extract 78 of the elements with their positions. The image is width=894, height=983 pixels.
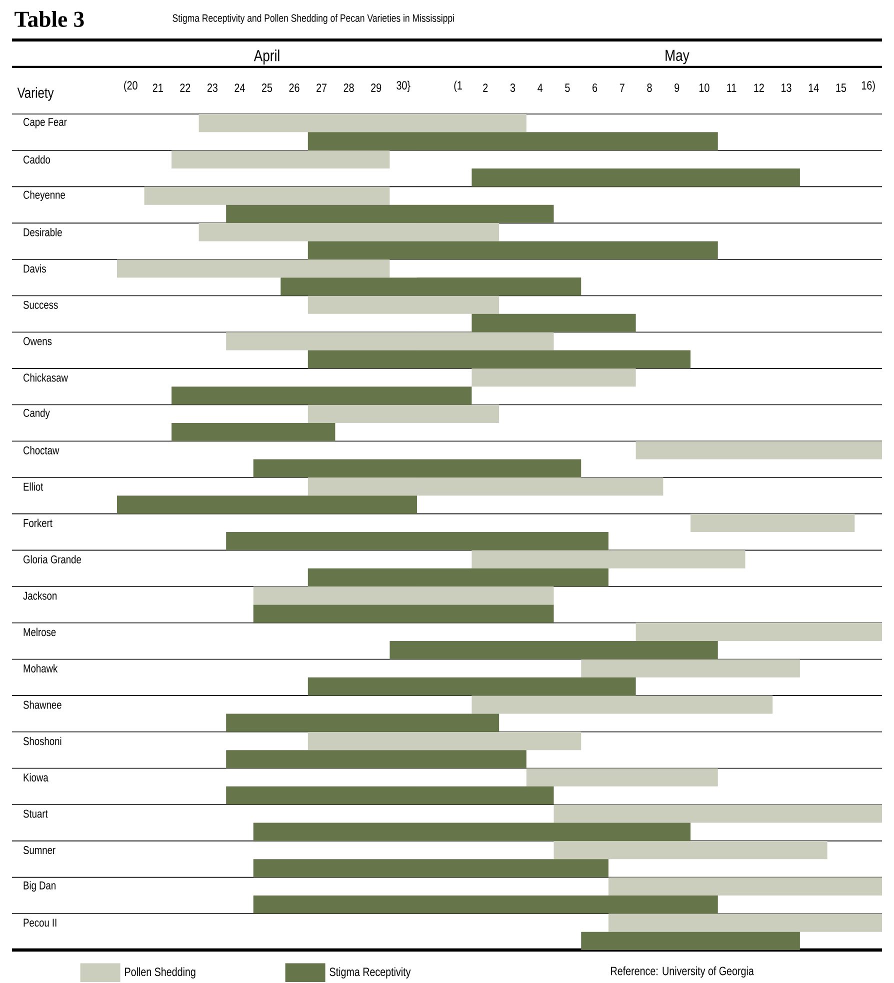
- y-tick-label: Caddo: [24, 155, 50, 164]
- y-tick-label: Sumner: [23, 846, 56, 854]
- chart-title: Table 3: [14, 11, 84, 27]
- bar: [472, 696, 773, 714]
- legend-label: Stigma Receptivity: [330, 967, 411, 978]
- bar: [526, 768, 718, 786]
- bar: [554, 840, 828, 860]
- x-tick-label: 22: [180, 84, 190, 92]
- x-tick-label: 27: [316, 84, 327, 92]
- y-tick-label: Davis: [24, 264, 46, 273]
- x-tick-label: 12: [754, 84, 764, 92]
- y-tick-label: Shoshoni: [23, 736, 62, 746]
- y-tick-label: Candy: [24, 408, 50, 420]
- x-tick-label: 24: [234, 84, 245, 92]
- x-tick-label: 15: [836, 84, 846, 92]
- x-tick-label: 21: [152, 84, 163, 92]
- y-tick-label: Owens: [23, 337, 52, 346]
- y-tick-label: Shawnee: [23, 700, 62, 709]
- x-tick-label: 14: [808, 84, 819, 92]
- y-tick-label: Cape Fear: [24, 118, 67, 128]
- bar: [117, 259, 390, 278]
- x-tick-label: 7: [620, 84, 624, 92]
- x-tick-label: 9: [674, 83, 680, 92]
- y-tick-label: Big Dan: [24, 881, 56, 892]
- y-tick-label: Kiowa: [24, 773, 48, 782]
- x-tick-label: 16): [862, 80, 875, 92]
- bar: [144, 186, 390, 205]
- chart-subtitle: Stigma Receptivity and Pollen Shedding of Pecan Varieties in Mississippi: [172, 14, 454, 24]
- x2-axis-title: May: [666, 50, 690, 64]
- x-tick-label: (1: [454, 80, 462, 92]
- bar: [581, 932, 800, 950]
- x-tick-label: 28: [344, 83, 354, 92]
- y-tick-label: Melrose: [24, 628, 56, 636]
- x-tick-label: 23: [207, 83, 218, 92]
- bar: [608, 877, 882, 896]
- bar: [117, 496, 417, 514]
- y-tick-label: Forkert: [24, 518, 52, 528]
- legend-label: Pollen Shedding: [125, 967, 196, 978]
- x-tick-label: 2: [483, 84, 488, 92]
- text: Reference: University of Georgia: [611, 966, 754, 978]
- y-tick-label: Jackson: [23, 591, 57, 600]
- y-tick-label: Success: [23, 300, 58, 309]
- bar: [554, 804, 882, 823]
- x-tick-label: 26: [289, 83, 300, 92]
- y-tick-label: Pecou II: [24, 918, 56, 927]
- bar: [581, 659, 800, 678]
- bar: [608, 914, 882, 932]
- x2-axis-title: April: [254, 50, 280, 64]
- x-tick-label: 3: [510, 83, 516, 92]
- y-tick-label: Desirable: [24, 228, 62, 236]
- bar: [636, 622, 882, 642]
- y-tick-label: Mohawk: [24, 664, 58, 672]
- y-axis-title: Variety: [17, 87, 54, 101]
- x-tick-label: 10: [699, 83, 710, 92]
- bar: [472, 550, 746, 568]
- x-tick-label: 30}: [396, 80, 410, 92]
- x-tick-label: 6: [592, 83, 598, 92]
- bar: [472, 368, 636, 387]
- bar: [690, 514, 855, 532]
- bar: [172, 422, 336, 442]
- x-tick-label: 25: [262, 83, 272, 92]
- x-tick-label: 5: [565, 84, 570, 92]
- x-tick-label: 8: [647, 83, 652, 92]
- x-tick-label: 13: [782, 83, 792, 92]
- y-tick-label: Cheyenne: [24, 190, 65, 202]
- y-tick-label: Gloria Grande: [24, 555, 81, 564]
- bar: [636, 441, 882, 460]
- y-tick-label: Elliot: [24, 482, 44, 491]
- y-tick-label: Choctaw: [24, 446, 60, 454]
- bar: [472, 314, 636, 332]
- x-tick-label: 29: [371, 83, 382, 92]
- bar: [472, 168, 800, 187]
- bar: [172, 150, 390, 169]
- x-tick-label: (20: [124, 80, 138, 92]
- x-tick-label: 11: [727, 84, 736, 92]
- x-tick-label: 4: [538, 84, 543, 92]
- y-tick-label: Stuart: [23, 810, 48, 818]
- y-tick-label: Chickasaw: [24, 373, 68, 382]
